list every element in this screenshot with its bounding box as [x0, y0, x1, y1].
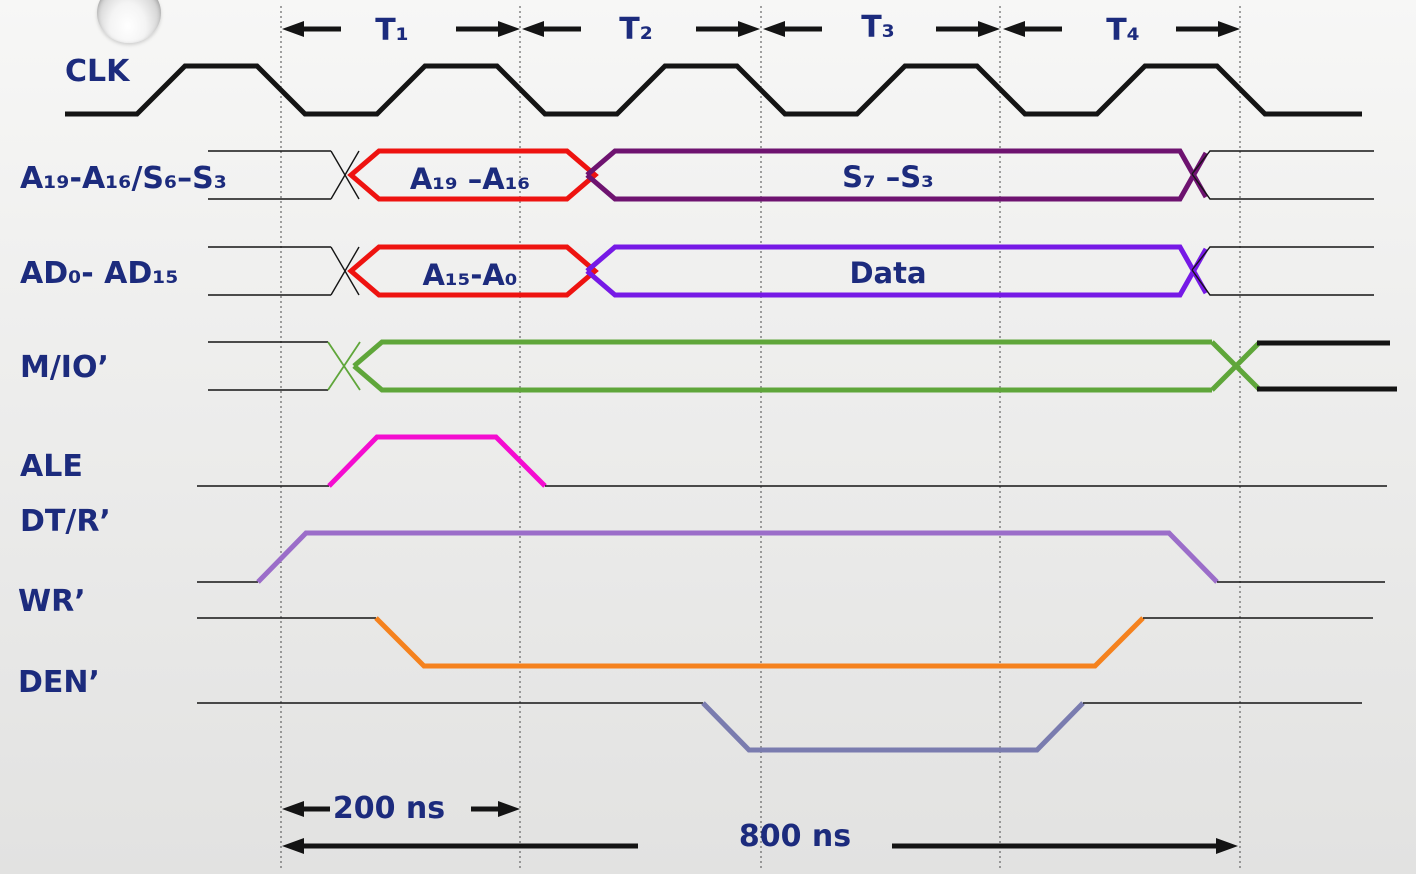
- arrow-left-icon: [1003, 21, 1025, 37]
- tstate-label-t4: T₄: [1106, 13, 1140, 48]
- bus-value-status: S₇ –S₃: [842, 160, 934, 194]
- arrow-right-icon: [1218, 21, 1240, 37]
- open-bus-left: [208, 341, 328, 391]
- signal-label-clk: CLK: [65, 54, 131, 89]
- t-state-duration-label: 200 ns: [333, 791, 445, 826]
- den-waveform: [701, 701, 1085, 753]
- signal-label-wr: WR’: [18, 584, 86, 619]
- arrow-left-icon: [282, 801, 304, 817]
- open-bus-right: [1191, 150, 1374, 200]
- wr-waveform: [374, 616, 1145, 669]
- tstate-gridlines: [280, 6, 1241, 871]
- ale-pulse: [327, 434, 547, 488]
- den-row: [197, 701, 1362, 753]
- mio-crossover-left: [327, 341, 361, 391]
- arrow-left-icon: [282, 838, 304, 854]
- tstate-labels: T₁ T₂ T₃ T₄: [375, 10, 1140, 48]
- open-bus-left: [208, 150, 360, 200]
- tstate-label-t3: T₃: [861, 10, 895, 45]
- tstate-label-t1: T₁: [375, 13, 409, 48]
- addr-high-hexagon: [347, 148, 599, 202]
- open-bus-right: [1191, 246, 1374, 296]
- arrow-right-icon: [498, 801, 520, 817]
- signal-label-dtr: DT/R’: [20, 504, 111, 539]
- signal-label-ad-bus: AD₀- AD₁₅: [20, 256, 179, 291]
- bus-cycle-duration-annotation: 800 ns: [282, 819, 1238, 854]
- arrow-right-icon: [978, 21, 1000, 37]
- signal-label-mio: M/IO’: [20, 350, 109, 385]
- bus-value-addr-low: A₁₅-A₀: [422, 258, 517, 292]
- bus-value-addr-high: A₁₉ –A₁₆: [410, 162, 530, 196]
- addr-status-row: [208, 148, 1374, 202]
- arrow-left-icon: [522, 21, 544, 37]
- signal-label-ale: ALE: [20, 449, 83, 484]
- dtr-row: [197, 530, 1385, 584]
- t-state-duration-annotation: 200 ns: [282, 791, 520, 826]
- bus-cycle-duration-label: 800 ns: [739, 819, 851, 854]
- bus-value-data: Data: [849, 256, 926, 290]
- arrow-right-icon: [1216, 838, 1238, 854]
- wr-row: [197, 616, 1373, 669]
- open-bus-left: [208, 246, 360, 296]
- bus-value-labels: A₁₉ –A₁₆ S₇ –S₃ A₁₅-A₀ Data: [410, 160, 934, 292]
- arrow-right-icon: [498, 21, 520, 37]
- signal-labels: CLK A₁₉-A₁₆/S₆–S₃ AD₀- AD₁₅ M/IO’ ALE DT…: [18, 54, 227, 700]
- mio-row: [208, 339, 1397, 393]
- arrow-right-icon: [738, 21, 760, 37]
- mio-crossover-right: [1210, 340, 1262, 392]
- addr-low-hexagon: [347, 244, 599, 298]
- tstate-label-t2: T₂: [619, 12, 653, 47]
- clk-waveform: [65, 63, 1362, 117]
- signal-label-den: DEN’: [18, 665, 100, 700]
- ale-row: [197, 434, 1387, 488]
- mio-bus: [352, 339, 1212, 393]
- arrow-left-icon: [282, 21, 304, 37]
- signal-label-addr-status: A₁₉-A₁₆/S₆–S₃: [20, 161, 227, 196]
- mio-final-levels: [1257, 340, 1397, 392]
- arrow-left-icon: [763, 21, 785, 37]
- dtr-waveform: [256, 530, 1219, 584]
- tstate-arrows: [282, 21, 1240, 37]
- ad-bus-row: [208, 244, 1374, 298]
